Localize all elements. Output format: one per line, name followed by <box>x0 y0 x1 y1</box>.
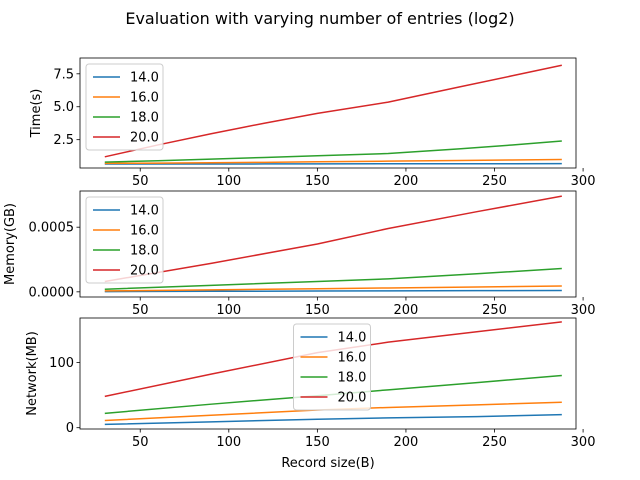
x-tick-label: 200 <box>394 174 419 189</box>
legend-label: 20.0 <box>130 264 159 279</box>
x-tick-label: 100 <box>216 303 241 318</box>
series-line-16.0 <box>104 285 562 292</box>
series-line-18.0 <box>104 140 562 163</box>
series-line-14.0 <box>104 413 562 426</box>
series-line-20.0 <box>104 195 562 283</box>
legend-label: 20.0 <box>338 391 367 406</box>
x-tick-label: 50 <box>132 303 149 318</box>
x-tick-label: 250 <box>482 174 507 189</box>
legend-box <box>293 323 371 411</box>
axes-frame <box>79 190 577 298</box>
y-axis-label: Network(MB) <box>25 331 40 416</box>
x-tick-label: 150 <box>305 303 330 318</box>
x-tick-label: 300 <box>571 435 596 450</box>
subplot-2: 50 100 150 200 250 300 0.0000 0.0005 Memory(GB) 1… <box>3 190 596 318</box>
figure-title: Evaluation with varying number of entrie… <box>125 9 514 28</box>
x-tick-label: 100 <box>216 174 241 189</box>
y-tick-label: 2.5 <box>53 133 74 148</box>
legend-label: 14.0 <box>338 331 367 346</box>
legend: 14.0 16.0 18.0 20.0 <box>85 63 164 151</box>
x-tick-label: 300 <box>571 303 596 318</box>
axes-frame <box>79 57 577 169</box>
x-axis-label: Record size(B) <box>281 456 374 471</box>
y-tick-label: 7.5 <box>53 67 74 82</box>
legend-box <box>85 196 164 284</box>
series-line-16.0 <box>104 158 562 165</box>
legend-label: 14.0 <box>130 71 159 86</box>
axes-frame <box>79 317 577 430</box>
legend-label: 16.0 <box>130 224 159 239</box>
x-tick-label: 150 <box>305 174 330 189</box>
x-tick-label: 50 <box>132 435 149 450</box>
x-tick-label: 50 <box>132 174 149 189</box>
y-tick-label: 100 <box>49 356 74 371</box>
legend-label: 20.0 <box>130 131 159 146</box>
subplot-3: 50 100 150 200 250 300 0 100 Network(MB) 14.0 16.0… <box>25 317 596 450</box>
y-axis-label: Time(s) <box>29 89 44 139</box>
y-tick-label: 0.0000 <box>29 285 75 300</box>
legend-label: 16.0 <box>130 91 159 106</box>
legend-label: 18.0 <box>130 111 159 126</box>
y-tick-label: 0 <box>66 421 74 436</box>
x-tick-label: 200 <box>394 303 419 318</box>
legend-label: 18.0 <box>338 371 367 386</box>
series-line-14.0 <box>104 289 562 293</box>
legend-label: 18.0 <box>130 244 159 259</box>
subplot-1: 50 100 150 200 250 300 2.5 5.0 7.5 Time(s) 14.0 16.… <box>29 57 596 189</box>
y-tick-label: 5.0 <box>53 100 74 115</box>
series-line-20.0 <box>104 64 562 158</box>
subplots: 50 100 150 200 250 300 2.5 5.0 7.5 Time(s) 14.0 16.… <box>3 57 596 450</box>
legend-label: 16.0 <box>338 351 367 366</box>
y-axis-label: Memory(GB) <box>3 203 18 285</box>
legend: 14.0 16.0 18.0 20.0 <box>293 323 371 411</box>
legend-box <box>85 63 164 151</box>
x-tick-label: 250 <box>482 303 507 318</box>
legend: 14.0 16.0 18.0 20.0 <box>85 196 164 284</box>
x-tick-label: 250 <box>482 435 507 450</box>
x-tick-label: 150 <box>305 435 330 450</box>
x-tick-label: 200 <box>394 435 419 450</box>
legend-label: 14.0 <box>130 204 159 219</box>
x-tick-label: 100 <box>216 435 241 450</box>
x-tick-label: 300 <box>571 174 596 189</box>
y-tick-label: 0.0005 <box>29 221 75 236</box>
series-line-18.0 <box>104 267 562 290</box>
